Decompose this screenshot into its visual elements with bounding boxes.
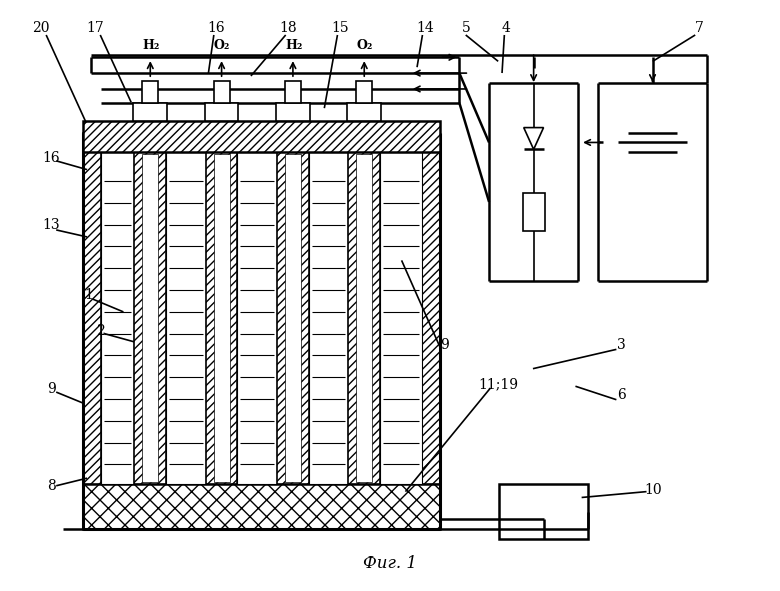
- Bar: [309, 152, 349, 484]
- Bar: [214, 81, 229, 103]
- Bar: [347, 103, 381, 121]
- Text: 1: 1: [84, 288, 93, 303]
- Bar: [134, 152, 166, 484]
- Bar: [356, 81, 372, 103]
- Bar: [499, 484, 588, 538]
- Bar: [101, 152, 134, 484]
- Bar: [166, 152, 206, 484]
- Text: O₂: O₂: [214, 40, 230, 53]
- Text: 6: 6: [618, 388, 626, 402]
- Bar: [143, 154, 158, 482]
- Text: 14: 14: [416, 21, 434, 35]
- Bar: [349, 152, 380, 484]
- Bar: [83, 132, 101, 484]
- Text: 9: 9: [440, 338, 448, 352]
- Text: 15: 15: [331, 21, 349, 35]
- Bar: [356, 154, 372, 482]
- Text: 2: 2: [96, 324, 105, 337]
- Text: 8: 8: [48, 479, 56, 493]
- Text: 11;19: 11;19: [478, 378, 518, 391]
- Text: 3: 3: [618, 338, 626, 352]
- Text: 10: 10: [644, 483, 661, 497]
- Bar: [237, 152, 277, 484]
- Bar: [285, 154, 301, 482]
- Text: 5: 5: [462, 21, 471, 35]
- Text: 4: 4: [502, 21, 510, 35]
- Bar: [205, 103, 239, 121]
- Text: O₂: O₂: [356, 40, 373, 53]
- Text: 20: 20: [32, 21, 49, 35]
- Text: 16: 16: [207, 21, 225, 35]
- Text: 9: 9: [48, 382, 56, 396]
- Text: 17: 17: [86, 21, 104, 35]
- Text: H₂: H₂: [285, 40, 303, 53]
- Text: 16: 16: [43, 151, 60, 165]
- Bar: [523, 193, 544, 230]
- Bar: [214, 154, 229, 482]
- Bar: [83, 121, 439, 152]
- Bar: [277, 152, 309, 484]
- Bar: [83, 484, 439, 529]
- Text: H₂: H₂: [143, 40, 160, 53]
- Text: 18: 18: [279, 21, 297, 35]
- Bar: [422, 132, 439, 484]
- Bar: [285, 81, 301, 103]
- Bar: [143, 81, 158, 103]
- Bar: [206, 152, 237, 484]
- Bar: [380, 152, 422, 484]
- Bar: [276, 103, 310, 121]
- Text: Фиг. 1: Фиг. 1: [363, 555, 417, 572]
- Text: 13: 13: [43, 218, 60, 232]
- Text: 7: 7: [695, 21, 704, 35]
- Bar: [133, 103, 167, 121]
